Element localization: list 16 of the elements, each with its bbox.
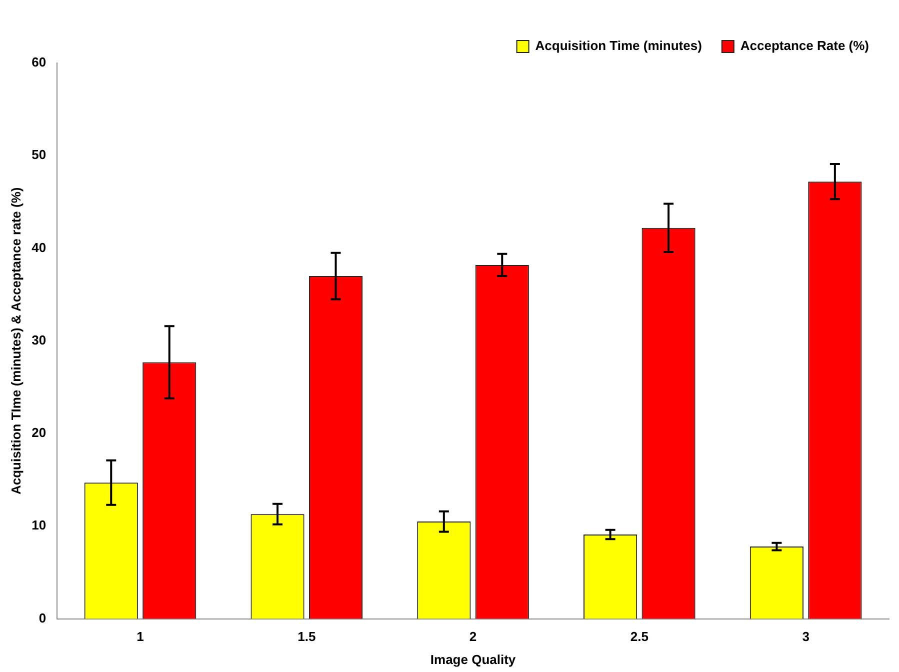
y-tick-label: 30: [32, 332, 46, 348]
y-tick-label: 50: [32, 147, 46, 162]
y-tick-label: 0: [38, 610, 46, 626]
y-tick-label: 10: [32, 518, 46, 533]
x-axis-title: Image Quality: [430, 652, 516, 667]
legend-label: Acceptance Rate (%): [740, 38, 870, 54]
x-tick-label: 2: [469, 629, 477, 644]
y-axis-title: Acquisition TIme (minutes) & Acceptance rate (%): [8, 187, 24, 495]
x-tick-label: 1: [136, 629, 144, 644]
legend-label: Acquisition Time (minutes): [535, 38, 702, 54]
x-tick-label: 2.5: [630, 629, 648, 644]
y-tick-label: 60: [32, 54, 46, 70]
x-tick-label: 3: [802, 629, 810, 644]
x-tick-label: 1.5: [298, 629, 316, 644]
y-tick-label: 40: [32, 240, 46, 255]
y-tick-label: 20: [32, 425, 46, 440]
